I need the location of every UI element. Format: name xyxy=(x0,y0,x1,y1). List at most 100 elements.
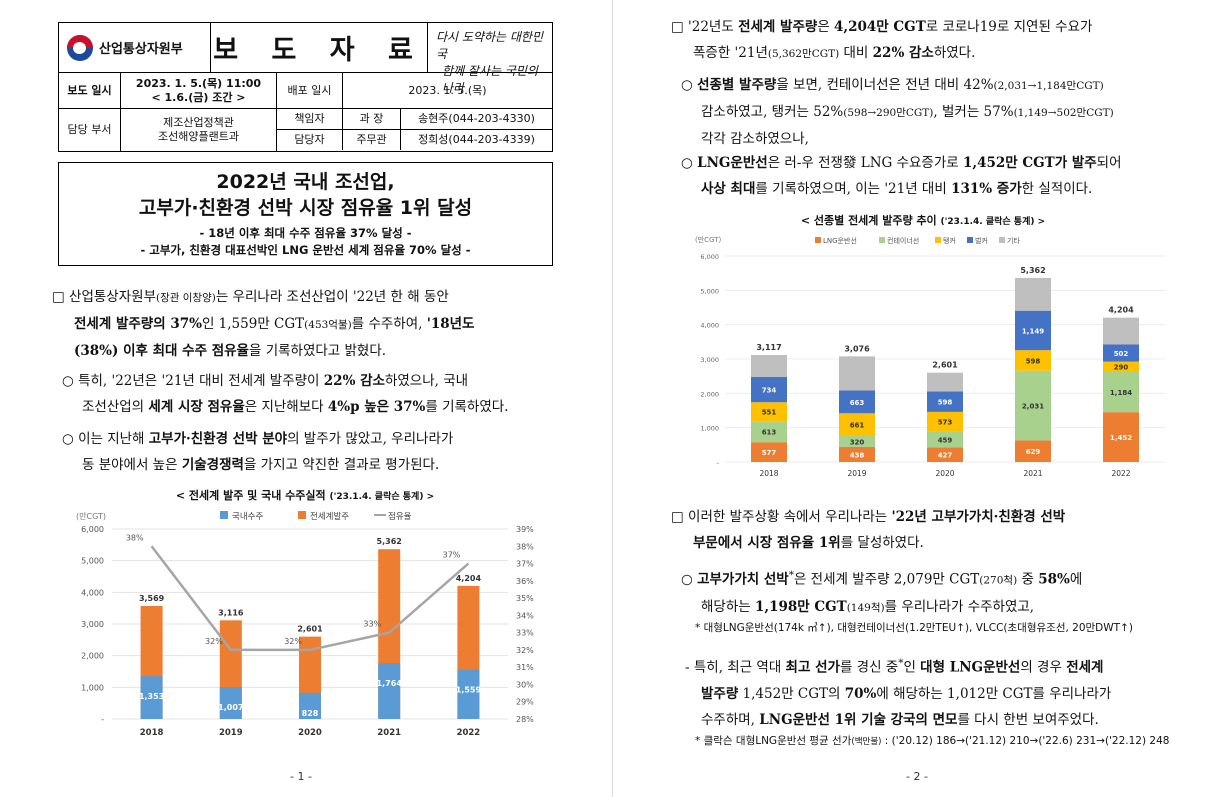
segment-label: 551 xyxy=(762,409,777,417)
y2-tick-label: 35% xyxy=(516,594,534,603)
taegeuk-emblem-icon xyxy=(67,34,93,61)
data-label-domestic: 828 xyxy=(302,709,319,718)
paragraph-1c: ○ 이는 지난해 고부가·친환경 선박 분야의 발주가 많았고, 우리나라가 동… xyxy=(62,431,454,473)
segment-label: 598 xyxy=(1026,357,1041,365)
legend-swatch xyxy=(967,237,973,243)
data-label-domestic: 1,353 xyxy=(139,692,164,701)
y-tick-label: 3,000 xyxy=(700,356,719,364)
stacked-segment xyxy=(839,356,875,391)
page-number-2: - 2 - xyxy=(906,770,928,783)
total-label: 5,362 xyxy=(1020,266,1045,275)
release-value: 2023. 1. 5.(목) 11:00 < 1.6.(금) 조간 > xyxy=(121,73,277,108)
data-label-world: 3,116 xyxy=(218,608,244,617)
legend-swatch xyxy=(815,237,821,243)
bar-domestic-order xyxy=(140,676,163,719)
headline-line-1: 2022년 국내 조선업, xyxy=(216,171,395,193)
paragraph-1b: ○ 특히, '22년은 '21년 대비 전세계 발주량이 22% 감소하였으나,… xyxy=(62,373,509,415)
chart-1-world-orders-domestic-share: (만CGT) - 1,000 2,000 3,000 4,000 5,000 6,000 28%… xyxy=(76,511,534,738)
legend-swatch xyxy=(220,511,228,519)
staff-title: 주무관 xyxy=(343,130,401,150)
segment-label: 438 xyxy=(850,451,865,459)
stacked-segment xyxy=(1103,371,1139,413)
staff-name: 정희성(044-203-4339) xyxy=(418,133,535,146)
x-tick-label: 2018 xyxy=(759,469,778,478)
x-tick-label: 2021 xyxy=(377,728,401,738)
y2-tick-label: 31% xyxy=(516,663,534,672)
bar-domestic-order xyxy=(299,692,321,719)
segment-label: 290 xyxy=(1114,364,1129,372)
stacked-segment xyxy=(927,391,963,412)
responsible-label: 책임자 xyxy=(277,109,343,130)
x-tick-label: 2018 xyxy=(140,728,164,738)
department-1: 제조산업정책관 xyxy=(163,116,234,129)
x-tick-label: 2019 xyxy=(219,728,243,738)
y-tick-label: 6,000 xyxy=(81,525,104,534)
data-label-world: 5,362 xyxy=(377,537,402,546)
y2-tick-label: 39% xyxy=(516,525,534,534)
total-label: 4,204 xyxy=(1108,306,1134,315)
stacked-segment xyxy=(1015,310,1051,351)
slogan-line-1: 다시 도약하는 대한민국 xyxy=(436,30,543,61)
y2-tick-label: 28% xyxy=(516,715,534,724)
department-value: 제조산업정책관 조선해양플랜트과 xyxy=(121,109,277,151)
y-tick-label: 1,000 xyxy=(700,425,719,433)
stacked-segment xyxy=(1103,412,1139,462)
stacked-segment xyxy=(1015,350,1051,371)
stacked-segment xyxy=(1015,440,1051,462)
y2-tick-label: 34% xyxy=(516,611,534,620)
chart-1-title: < 전세계 발주 및 국내 수주실적 ('23.1.4. 클락슨 통계) > xyxy=(175,489,435,502)
stacked-segment xyxy=(1103,344,1139,362)
legend-swatch xyxy=(935,237,941,243)
document-type-title: 보 도 자 료 xyxy=(211,23,428,72)
x-tick-label: 2020 xyxy=(935,469,954,478)
y2-tick-label: 30% xyxy=(516,680,534,689)
total-label: 3,076 xyxy=(844,344,870,353)
stacked-segment xyxy=(927,447,963,462)
y2-tick-label: 33% xyxy=(516,629,534,638)
data-label-domestic: 1,007 xyxy=(218,703,243,712)
data-label-world: 2,601 xyxy=(297,625,323,634)
y-tick-label: 5,000 xyxy=(700,287,719,295)
segment-label: 1,452 xyxy=(1110,434,1132,442)
share-label: 32% xyxy=(205,637,223,646)
stacked-segment xyxy=(927,431,963,448)
share-label: 33% xyxy=(363,620,381,629)
stacked-segment xyxy=(839,446,875,462)
legend-label: 국내수주 xyxy=(232,512,263,522)
legend-swatch xyxy=(879,237,885,243)
share-label: 32% xyxy=(284,637,302,646)
y2-tick-label: 32% xyxy=(516,646,534,655)
department-label: 담당 부서 xyxy=(59,109,121,151)
paragraph-2e: ○ 고부가가치 선박*은 전세계 발주량 2,079만 CGT(270척) 중 … xyxy=(681,569,1083,615)
legend-swatch xyxy=(298,511,306,519)
stacked-segment xyxy=(927,372,963,392)
legend-label: 기타 xyxy=(1007,236,1020,245)
department-2: 조선해양플랜트과 xyxy=(158,130,239,143)
segment-label: 734 xyxy=(762,387,777,395)
responsible-name: 송현주(044-203-4330) xyxy=(418,112,535,125)
legend-label: LNG운반선 xyxy=(823,236,857,245)
y2-tick-label: 38% xyxy=(516,542,534,551)
press-header-table: 산업통상자원부 보 도 자 료 다시 도약하는 대한민국 함께 잘사는 국민의 … xyxy=(58,22,553,152)
x-tick-label: 2019 xyxy=(847,469,866,478)
y-axis-unit: (만CGT) xyxy=(76,512,106,521)
y-tick-label: 1,000 xyxy=(81,683,104,692)
staff-label: 담당자 xyxy=(277,130,343,150)
legend-swatch xyxy=(999,237,1005,243)
paragraph-2b: ○ 선종별 발주량을 보면, 컨테이너선은 전년 대비 42%(2,031→1,… xyxy=(681,77,1114,147)
segment-label: 427 xyxy=(938,452,953,460)
y-axis-unit: (만CGT) xyxy=(695,235,722,244)
bar-domestic-order xyxy=(378,663,401,719)
y-tick-label: 5,000 xyxy=(81,557,104,566)
slogan: 다시 도약하는 대한민국 함께 잘사는 국민의 나라 xyxy=(428,23,552,95)
y-tick-label: 6,000 xyxy=(700,253,719,261)
total-label: 2,601 xyxy=(932,361,958,370)
segment-label: 573 xyxy=(938,419,953,427)
paragraph-2c: ○ LNG운반선은 러-우 전쟁發 LNG 수요증가로 1,452만 CGT가 … xyxy=(681,155,1122,197)
segment-label: 598 xyxy=(938,399,953,407)
stacked-segment xyxy=(751,442,787,462)
stacked-segment xyxy=(927,411,963,432)
chart-2-title: < 선종별 전세계 발주량 추이 ('23.1.4. 클락슨 통계) > xyxy=(800,214,1046,227)
legend-label: 전세계발주 xyxy=(310,511,349,522)
legend-label: 벌커 xyxy=(975,236,988,245)
